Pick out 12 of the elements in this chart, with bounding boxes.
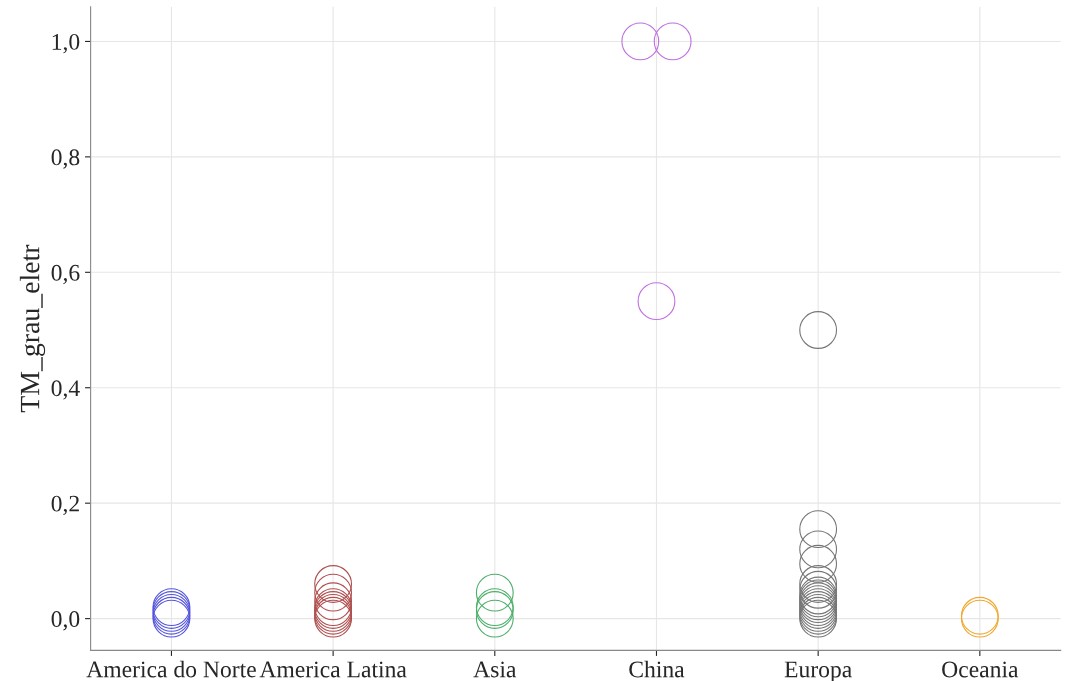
x-tick-label: America Latina <box>259 661 407 678</box>
y-tick-label: 0,6 <box>51 264 80 285</box>
y-tick-label: 0,8 <box>51 149 80 169</box>
x-tick-label: Oceania <box>942 661 1019 678</box>
y-tick-label: 1,0 <box>52 33 80 54</box>
x-tick-label: America do Norte <box>86 660 256 678</box>
y-tick-label: 0,2 <box>51 495 79 515</box>
x-tick-label: Asia <box>473 661 517 678</box>
x-tick-label: China <box>629 660 685 678</box>
y-axis-title: TM_grau_eletr <box>19 244 46 413</box>
y-tick-label: 0,4 <box>51 380 80 400</box>
y-tick-label: 0,0 <box>51 611 80 631</box>
